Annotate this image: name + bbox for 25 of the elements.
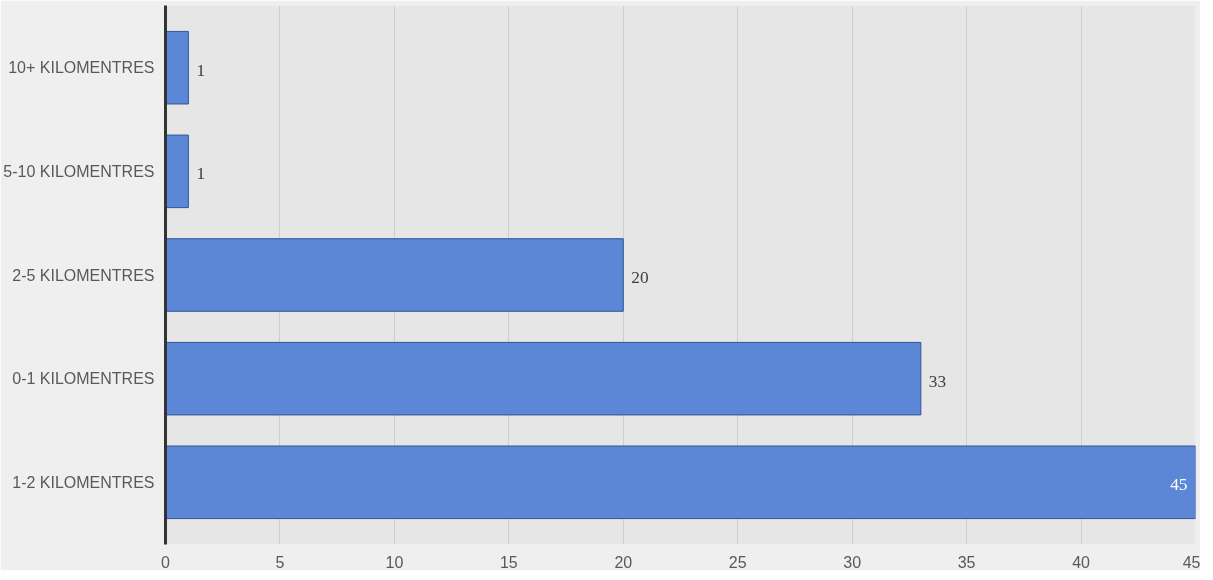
x-tick-label: 15	[499, 553, 518, 571]
data-label: 1	[196, 164, 206, 184]
bar	[165, 134, 189, 209]
x-tick-label: 0	[161, 553, 171, 571]
y-tick-label: 1-2 KILOMENTRES	[12, 473, 155, 491]
data-label: 20	[631, 268, 649, 287]
x-tick-label: 40	[1072, 553, 1091, 571]
y-tick-label: 10+ KILOMENTRES	[8, 59, 155, 77]
y-tick-label: 0-1 KILOMENTRES	[12, 370, 155, 388]
x-tick-label: 20	[614, 553, 633, 571]
data-label: 45	[1170, 475, 1188, 495]
x-tick-label: 35	[957, 553, 976, 571]
data-label: 1	[196, 60, 206, 80]
x-tick-label: 25	[728, 553, 747, 571]
x-tick-label: 30	[843, 553, 862, 571]
bar	[165, 30, 189, 105]
bar	[165, 445, 1196, 520]
x-tick-label: 45	[1182, 553, 1201, 571]
x-tick-label: 5	[275, 553, 285, 571]
data-label: 33	[928, 371, 947, 391]
bar	[165, 341, 922, 416]
y-tick-label: 2-5 KILOMENTRES	[12, 266, 155, 284]
y-tick-label: 5-10 KILOMENTRES	[3, 162, 155, 180]
bar	[165, 238, 624, 312]
x-tick-label: 10	[385, 553, 404, 571]
